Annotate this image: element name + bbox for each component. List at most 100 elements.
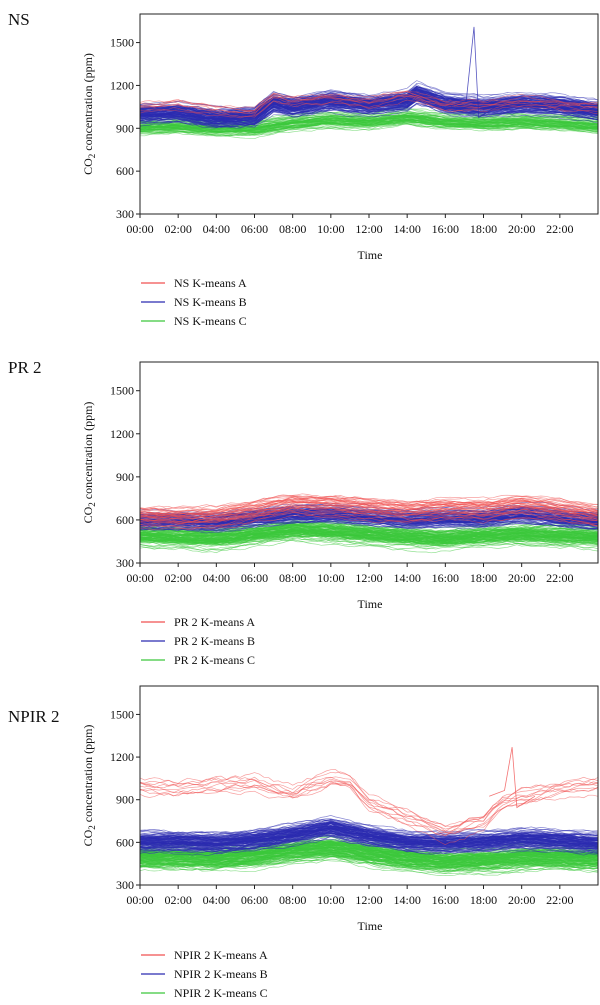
x-tick-label: 18:00 bbox=[470, 571, 497, 585]
series-line bbox=[140, 91, 598, 120]
series-line bbox=[140, 826, 598, 845]
y-tick-label: 600 bbox=[116, 513, 134, 527]
x-tick-label: 10:00 bbox=[317, 222, 344, 236]
series-line bbox=[140, 848, 598, 864]
x-tick-label: 22:00 bbox=[546, 893, 573, 907]
series-line bbox=[140, 497, 598, 515]
series-line bbox=[140, 838, 598, 855]
series-line bbox=[140, 848, 598, 867]
series-line bbox=[140, 828, 598, 848]
x-tick-label: 22:00 bbox=[546, 222, 573, 236]
series-line bbox=[140, 842, 598, 860]
series-line bbox=[140, 515, 598, 530]
series-line bbox=[140, 771, 598, 830]
series-line bbox=[140, 533, 598, 545]
x-tick-label: 18:00 bbox=[470, 893, 497, 907]
y-axis-label-main: CO bbox=[81, 829, 95, 846]
y-tick-label: 1500 bbox=[110, 384, 134, 398]
series-line bbox=[140, 822, 598, 841]
series-line bbox=[140, 539, 598, 551]
series-line bbox=[140, 507, 598, 524]
series-line bbox=[140, 89, 598, 118]
x-tick-label: 02:00 bbox=[164, 571, 191, 585]
y-axis-label: CO2 concentration (ppm) bbox=[81, 402, 97, 524]
series-line bbox=[140, 776, 598, 828]
series-line bbox=[140, 769, 598, 827]
x-tick-label: 00:00 bbox=[126, 893, 153, 907]
series-line bbox=[140, 824, 598, 845]
series-line bbox=[140, 502, 598, 520]
x-tick-label: 02:00 bbox=[164, 893, 191, 907]
series-line bbox=[140, 858, 598, 876]
y-axis-label-rest: concentration (ppm) bbox=[81, 402, 95, 503]
y-tick-label: 1200 bbox=[110, 427, 134, 441]
x-tick-label: 12:00 bbox=[355, 571, 382, 585]
y-tick-label: 300 bbox=[116, 207, 134, 221]
series-ns-k-means-a bbox=[140, 90, 598, 119]
y-tick-label: 900 bbox=[116, 121, 134, 135]
series-line bbox=[140, 493, 598, 510]
series-line bbox=[140, 831, 598, 851]
series-line bbox=[140, 90, 598, 111]
legend-label: NS K-means B bbox=[174, 295, 247, 309]
x-tick-label: 02:00 bbox=[164, 222, 191, 236]
legend-label: NS K-means C bbox=[174, 314, 247, 328]
series-line bbox=[140, 830, 598, 850]
series-line bbox=[140, 496, 598, 512]
legend: NS K-means A NS K-means B NS K-means C bbox=[141, 276, 247, 328]
legend: NPIR 2 K-means A NPIR 2 K-means B NPIR 2 K… bbox=[141, 948, 268, 1000]
series-line bbox=[140, 836, 598, 856]
legend-label: NPIR 2 K-means B bbox=[174, 967, 268, 981]
series-line bbox=[140, 776, 598, 832]
chart-panel: NS 300 600 900 1200 1500 00:00 02:00 04:00 06:00 0… bbox=[8, 10, 599, 328]
series-lines bbox=[140, 747, 598, 876]
x-tick-label: 06:00 bbox=[241, 571, 268, 585]
series-npir-2-k-means-b bbox=[140, 815, 598, 857]
series-line bbox=[140, 848, 598, 864]
series-line bbox=[140, 815, 598, 834]
x-axis-label: Time bbox=[358, 597, 383, 611]
legend-label: NPIR 2 K-means A bbox=[174, 948, 268, 962]
series-line bbox=[140, 782, 598, 836]
y-tick-label: 300 bbox=[116, 556, 134, 570]
series-line bbox=[140, 121, 598, 133]
x-tick-label: 12:00 bbox=[355, 222, 382, 236]
series-line bbox=[140, 531, 598, 546]
panel-title: NPIR 2 bbox=[8, 707, 59, 726]
y-axis-label-rest: concentration (ppm) bbox=[81, 53, 95, 154]
x-tick-label: 16:00 bbox=[432, 571, 459, 585]
series-line bbox=[140, 850, 598, 866]
x-tick-label: 00:00 bbox=[126, 222, 153, 236]
x-tick-label: 22:00 bbox=[546, 571, 573, 585]
series-line bbox=[140, 856, 598, 873]
y-tick-label: 900 bbox=[116, 470, 134, 484]
legend-label: PR 2 K-means A bbox=[174, 615, 255, 629]
series-line bbox=[140, 822, 598, 842]
series-line bbox=[140, 96, 598, 118]
series-line bbox=[140, 95, 598, 114]
y-tick-label: 600 bbox=[116, 164, 134, 178]
x-tick-label: 16:00 bbox=[432, 893, 459, 907]
series-line bbox=[140, 841, 598, 858]
x-tick-label: 06:00 bbox=[241, 893, 268, 907]
x-tick-label: 06:00 bbox=[241, 222, 268, 236]
series-line bbox=[140, 513, 598, 526]
series-lines bbox=[140, 26, 598, 140]
series-line bbox=[140, 498, 598, 517]
x-tick-label: 04:00 bbox=[203, 893, 230, 907]
series-line bbox=[140, 855, 598, 873]
y-axis-label-sub: 2 bbox=[87, 502, 97, 507]
y-tick-label: 300 bbox=[116, 878, 134, 892]
series-line bbox=[140, 783, 598, 846]
series-line bbox=[140, 844, 598, 863]
series-pr-2-k-means-c bbox=[140, 518, 598, 554]
legend: PR 2 K-means A PR 2 K-means B PR 2 K-means… bbox=[141, 615, 255, 667]
legend-label: NPIR 2 K-means C bbox=[174, 986, 268, 1000]
x-axis-label: Time bbox=[358, 919, 383, 933]
spike-line bbox=[450, 26, 498, 119]
x-tick-label: 10:00 bbox=[317, 893, 344, 907]
series-line bbox=[140, 118, 598, 131]
series-line bbox=[140, 520, 598, 534]
series-line bbox=[140, 511, 598, 525]
